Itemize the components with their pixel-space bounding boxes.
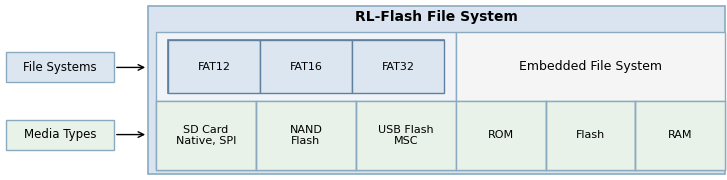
Bar bbox=[148, 6, 725, 174]
Bar bbox=[156, 32, 456, 170]
Text: Embedded File System: Embedded File System bbox=[519, 60, 662, 73]
Bar bbox=[6, 52, 114, 82]
Text: USB Flash
MSC: USB Flash MSC bbox=[378, 125, 434, 146]
Bar bbox=[168, 40, 260, 93]
Bar bbox=[352, 40, 444, 93]
Text: RAM: RAM bbox=[668, 130, 692, 141]
Bar bbox=[456, 32, 725, 170]
Bar bbox=[168, 40, 444, 93]
Text: File Systems: File Systems bbox=[23, 61, 97, 74]
Bar bbox=[256, 101, 356, 170]
Text: Media Types: Media Types bbox=[24, 128, 96, 141]
Bar bbox=[356, 101, 456, 170]
Bar bbox=[635, 101, 725, 170]
Bar bbox=[156, 101, 256, 170]
Bar bbox=[260, 40, 352, 93]
Text: RL-Flash File System: RL-Flash File System bbox=[355, 10, 518, 24]
Bar bbox=[6, 120, 114, 150]
Text: ROM: ROM bbox=[488, 130, 514, 141]
Text: Flash: Flash bbox=[576, 130, 605, 141]
Text: FAT16: FAT16 bbox=[289, 62, 323, 71]
Text: NAND
Flash: NAND Flash bbox=[289, 125, 323, 146]
Text: FAT12: FAT12 bbox=[198, 62, 230, 71]
Bar bbox=[456, 101, 546, 170]
Bar bbox=[546, 101, 635, 170]
Text: SD Card
Native, SPI: SD Card Native, SPI bbox=[176, 125, 236, 146]
Text: FAT32: FAT32 bbox=[382, 62, 414, 71]
